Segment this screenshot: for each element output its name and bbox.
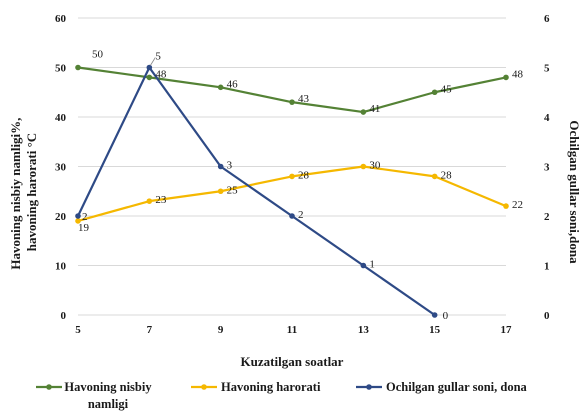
x-axis-ticks: 5 7 9 11 13 15 17	[75, 324, 512, 336]
series-3-point	[146, 64, 153, 71]
series-2-point	[217, 188, 224, 195]
y-right-tick-label: 4	[544, 112, 550, 124]
series-1-point	[75, 64, 81, 71]
y-right-tick-label: 6	[544, 13, 550, 25]
series-2-data-label: 28	[441, 169, 453, 181]
legend-swatch-marker	[201, 384, 207, 390]
x-tick-label: 13	[358, 324, 370, 336]
series-layer	[75, 64, 509, 318]
left-axis-ticks: 0 10 20 30 40 50 60	[55, 13, 67, 322]
legend-label: Ochilgan gullar soni, dona	[386, 380, 528, 394]
series-1-data-label: 48	[512, 68, 524, 80]
legend: Havoning nisbiy namligi Havoning harorati O…	[36, 380, 528, 411]
legend-label: namligi	[88, 397, 129, 411]
series-1-point	[289, 99, 295, 105]
y-left-tick-label: 30	[55, 162, 67, 174]
x-tick-label: 11	[287, 324, 297, 336]
x-tick-label: 7	[147, 324, 153, 336]
y-right-tick-label: 1	[544, 261, 550, 273]
x-axis-title: Kuzatilgan soatlar	[241, 354, 344, 369]
series-3-data-label: 3	[227, 160, 233, 172]
series-1-data-label: 41	[369, 103, 380, 115]
series-2-data-label: 30	[369, 160, 381, 172]
series-1-point	[503, 74, 509, 81]
series-3-point	[217, 163, 224, 170]
y-left-tick-label: 10	[55, 261, 67, 273]
series-2-point	[146, 198, 153, 204]
series-3-data-label: 2	[298, 209, 304, 221]
x-tick-label: 17	[501, 324, 513, 336]
series-3-data-label: 5	[155, 51, 161, 63]
series-3-point	[289, 213, 295, 219]
series-3-data-label: 0	[443, 310, 449, 322]
series-1-point	[431, 89, 438, 96]
series-3-point	[431, 312, 438, 318]
series-2-point	[360, 163, 367, 170]
legend-label: Havoning nisbiy	[64, 380, 152, 394]
series-2-data-label: 25	[227, 184, 239, 196]
y-axis-title-left-line-2: havoning harorati °C	[24, 133, 39, 251]
y-left-tick-label: 0	[61, 310, 67, 322]
series-3-data-label: 2	[82, 211, 88, 223]
label-leader-line	[149, 57, 156, 66]
y-right-tick-label: 3	[544, 162, 550, 174]
y-right-tick-label: 5	[544, 63, 550, 75]
legend-label: Havoning harorati	[221, 380, 321, 394]
series-1-data-label: 46	[227, 78, 239, 90]
gridlines	[78, 17, 506, 316]
series-1-point	[217, 84, 224, 91]
series-2-data-label: 28	[298, 169, 310, 181]
legend-swatch-marker	[366, 384, 372, 390]
series-2-data-label: 23	[155, 194, 167, 206]
series-1-data-label: 45	[441, 83, 453, 95]
series-2-point	[503, 203, 509, 209]
y-right-tick-label: 2	[544, 211, 550, 223]
series-3-data-label: 1	[369, 259, 375, 271]
y-left-tick-label: 40	[55, 112, 67, 124]
series-1-point	[360, 109, 367, 115]
series-1-point	[146, 74, 153, 81]
series-1-data-label: 48	[155, 68, 167, 80]
series-line-3	[77, 66, 436, 316]
y-left-tick-label: 50	[55, 63, 67, 75]
right-axis-ticks: 0 1 2 3 4 5 6	[544, 13, 550, 322]
y-left-tick-label: 20	[55, 211, 67, 223]
y-right-tick-label: 0	[544, 310, 550, 322]
series-2-point	[431, 173, 438, 180]
y-axis-title-left: Havoning nisbiy namligi%, havoning haror…	[8, 114, 39, 269]
x-tick-label: 5	[75, 324, 81, 336]
y-left-tick-label: 60	[55, 13, 67, 25]
series-1-data-label: 50	[92, 49, 104, 61]
legend-swatch-marker	[46, 384, 52, 390]
series-2-point	[289, 173, 295, 180]
series-3-point	[360, 262, 367, 269]
series-1-data-label: 43	[298, 93, 310, 105]
series-3-point	[75, 213, 81, 219]
series-2-point	[75, 218, 81, 224]
series-2-data-label: 19	[78, 222, 90, 234]
x-tick-label: 15	[429, 324, 441, 336]
y-axis-title-left-line-1: Havoning nisbiy namligi%,	[8, 118, 23, 270]
y-axis-title-right: Ochilgan gullar soni,dona	[567, 120, 582, 264]
x-tick-label: 9	[218, 324, 224, 336]
series-2-data-label: 22	[512, 199, 523, 211]
